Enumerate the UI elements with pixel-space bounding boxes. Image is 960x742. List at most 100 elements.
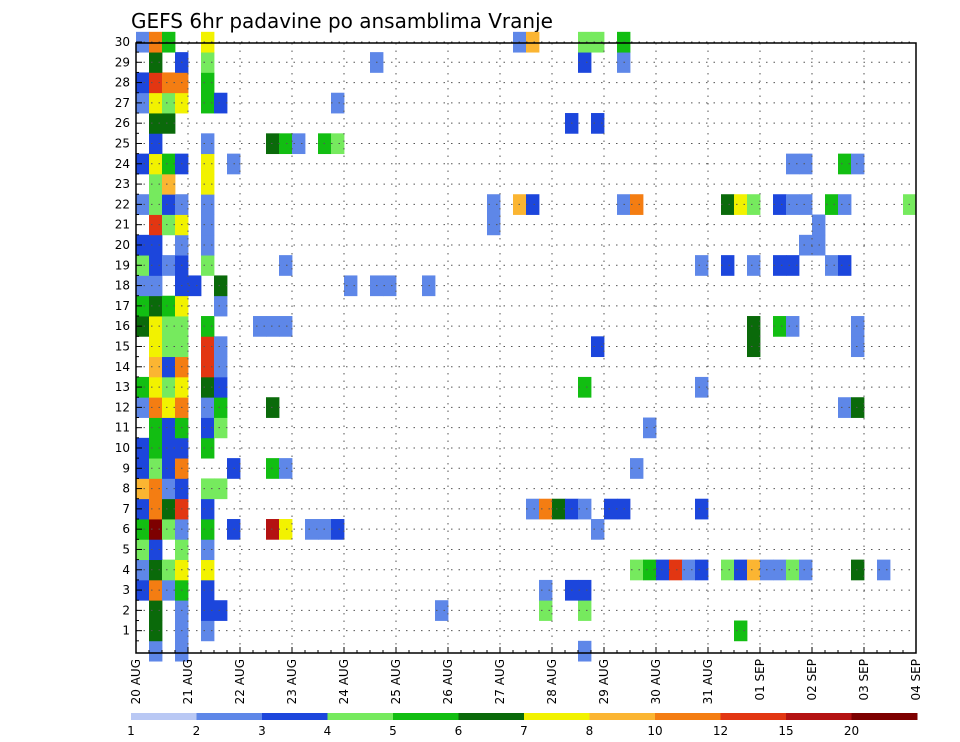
- data-cell: [578, 640, 592, 662]
- data-cell: [214, 600, 228, 621]
- x-tick-label: 04 SEP: [909, 659, 923, 701]
- data-cell: [279, 458, 293, 479]
- data-cell: [149, 214, 163, 236]
- data-cell: [773, 316, 787, 337]
- data-cell: [331, 519, 345, 540]
- data-cell: [214, 417, 228, 439]
- data-cell: [149, 620, 163, 642]
- data-cell: [136, 31, 150, 53]
- data-cell: [747, 316, 761, 337]
- data-cell: [643, 417, 657, 439]
- data-cell: [162, 376, 176, 398]
- data-cell: [201, 437, 215, 459]
- colorbar-label: 2: [193, 724, 201, 738]
- data-cell: [136, 92, 150, 114]
- data-cell: [162, 92, 176, 114]
- data-cell: [162, 336, 176, 358]
- data-cell: [136, 72, 150, 94]
- data-cell: [578, 52, 592, 73]
- data-cell: [851, 397, 865, 418]
- y-tick-label: 13: [115, 380, 130, 394]
- data-cell: [136, 397, 150, 418]
- colorbar-swatch: [524, 713, 590, 720]
- data-cell: [591, 113, 605, 134]
- data-cell: [149, 92, 163, 114]
- data-cell: [526, 194, 540, 215]
- data-cell: [214, 356, 228, 378]
- x-tick-label: 01 SEP: [753, 659, 767, 701]
- data-cell: [136, 275, 150, 297]
- data-cell: [786, 153, 800, 175]
- data-cell: [162, 579, 176, 601]
- data-cell: [136, 437, 150, 459]
- x-tick-label: 20 AUG: [129, 659, 143, 704]
- data-cell: [838, 194, 852, 215]
- data-cell: [279, 255, 293, 276]
- data-cell: [799, 153, 813, 175]
- data-cell: [851, 153, 865, 175]
- y-tick-label: 12: [115, 400, 130, 414]
- colorbar-label: 10: [647, 724, 662, 738]
- y-tick-label: 6: [122, 522, 130, 536]
- data-cell: [149, 295, 163, 317]
- data-cell: [266, 519, 280, 540]
- data-cell: [162, 478, 176, 500]
- colorbar-swatch: [720, 713, 787, 720]
- data-cell: [149, 336, 163, 358]
- data-cell: [279, 519, 293, 540]
- plot-frame: [135, 42, 917, 654]
- data-cell: [162, 255, 176, 276]
- data-cell: [201, 92, 215, 114]
- y-tick-label: 21: [115, 218, 130, 232]
- y-tick-label: 3: [122, 583, 130, 597]
- data-cell: [136, 194, 150, 215]
- data-cell: [695, 255, 709, 276]
- x-tick-label: 24 AUG: [337, 659, 351, 704]
- data-cell: [851, 316, 865, 337]
- y-tick-label: 28: [115, 76, 130, 90]
- data-cell: [149, 579, 163, 601]
- colorbar-label: 15: [778, 724, 793, 738]
- y-tick-label: 16: [115, 319, 130, 333]
- data-cell: [136, 316, 150, 337]
- data-cell: [201, 539, 215, 561]
- x-tick-label: 26 AUG: [441, 659, 455, 704]
- data-cell: [149, 255, 163, 276]
- data-cell: [630, 194, 644, 215]
- colorbar-swatch: [458, 713, 525, 720]
- data-cell: [136, 255, 150, 276]
- data-cell: [162, 397, 176, 418]
- data-cells: [136, 31, 917, 662]
- data-cell: [695, 559, 709, 581]
- data-cell: [149, 133, 163, 155]
- data-cell: [734, 559, 748, 581]
- data-cell: [838, 255, 852, 276]
- data-cell: [877, 559, 891, 581]
- data-cell: [214, 336, 228, 358]
- data-cell: [734, 194, 748, 215]
- y-tick-label: 22: [115, 197, 130, 211]
- data-cell: [201, 336, 215, 358]
- data-cell: [162, 153, 176, 175]
- y-tick-label: 8: [122, 482, 130, 496]
- data-cell: [838, 153, 852, 175]
- data-cell: [201, 316, 215, 337]
- data-cell: [149, 478, 163, 500]
- x-tick-label: 02 SEP: [805, 659, 819, 701]
- y-tick-label: 1: [122, 624, 130, 638]
- data-cell: [721, 255, 735, 276]
- data-cell: [214, 275, 228, 297]
- data-cell: [149, 458, 163, 479]
- y-axis-ticks: 1234567891011121314151617181920212223242…: [115, 35, 142, 642]
- data-cell: [136, 519, 150, 540]
- colorbar-swatch: [655, 713, 721, 720]
- data-cell: [136, 559, 150, 581]
- colorbar-label: 20: [844, 724, 859, 738]
- x-tick-label: 21 AUG: [181, 659, 195, 704]
- data-cell: [149, 153, 163, 175]
- x-tick-label: 30 AUG: [649, 659, 663, 704]
- data-cell: [149, 397, 163, 418]
- colorbar-swatch: [393, 713, 459, 720]
- colorbar-label: 5: [389, 724, 397, 738]
- data-cell: [799, 234, 813, 256]
